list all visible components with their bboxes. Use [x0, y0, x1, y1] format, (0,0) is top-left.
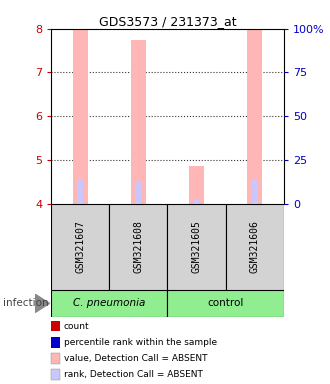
- Bar: [131, 40, 146, 204]
- Bar: [252, 179, 258, 204]
- Bar: [226, 204, 284, 290]
- Text: value, Detection Call = ABSENT: value, Detection Call = ABSENT: [64, 354, 207, 363]
- Text: GSM321606: GSM321606: [250, 220, 260, 273]
- Bar: [109, 204, 167, 290]
- Text: GSM321605: GSM321605: [191, 220, 202, 273]
- Text: GSM321608: GSM321608: [133, 220, 144, 273]
- Polygon shape: [35, 294, 50, 313]
- Title: GDS3573 / 231373_at: GDS3573 / 231373_at: [99, 15, 236, 28]
- Bar: [51, 290, 167, 317]
- Text: rank, Detection Call = ABSENT: rank, Detection Call = ABSENT: [64, 370, 203, 379]
- Bar: [189, 166, 204, 204]
- Text: C. pneumonia: C. pneumonia: [73, 298, 146, 308]
- Text: infection: infection: [3, 298, 49, 308]
- Bar: [167, 204, 226, 290]
- Bar: [73, 29, 87, 204]
- Bar: [167, 290, 284, 317]
- Text: count: count: [64, 321, 89, 331]
- Bar: [248, 29, 262, 204]
- Text: percentile rank within the sample: percentile rank within the sample: [64, 338, 217, 347]
- Bar: [194, 200, 199, 204]
- Bar: [51, 204, 109, 290]
- Text: GSM321607: GSM321607: [75, 220, 85, 273]
- Bar: [77, 179, 83, 204]
- Bar: [136, 182, 141, 204]
- Text: control: control: [208, 298, 244, 308]
